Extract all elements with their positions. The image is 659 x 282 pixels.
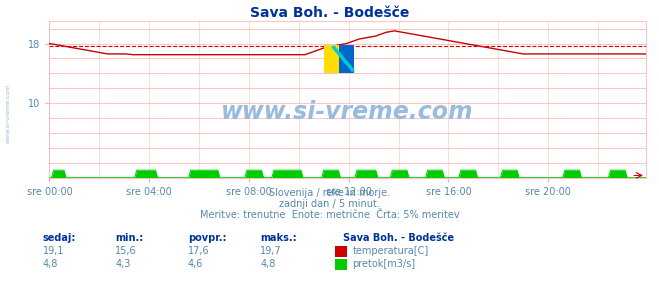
- Text: www.si-vreme.com: www.si-vreme.com: [5, 83, 11, 142]
- Text: min.:: min.:: [115, 233, 144, 243]
- Text: Meritve: trenutne  Enote: metrične  Črta: 5% meritev: Meritve: trenutne Enote: metrične Črta: …: [200, 210, 459, 220]
- Text: 4,3: 4,3: [115, 259, 130, 269]
- Text: povpr.:: povpr.:: [188, 233, 226, 243]
- Text: maks.:: maks.:: [260, 233, 297, 243]
- Text: temperatura[C]: temperatura[C]: [353, 246, 429, 256]
- Text: 4,8: 4,8: [260, 259, 275, 269]
- FancyBboxPatch shape: [324, 45, 339, 73]
- Text: sedaj:: sedaj:: [43, 233, 76, 243]
- Text: Slovenija / reke in morje.: Slovenija / reke in morje.: [269, 188, 390, 198]
- Text: zadnji dan / 5 minut.: zadnji dan / 5 minut.: [279, 199, 380, 210]
- Text: 19,1: 19,1: [43, 246, 65, 256]
- FancyBboxPatch shape: [339, 45, 354, 73]
- Text: Sava Boh. - Bodešče: Sava Boh. - Bodešče: [250, 6, 409, 20]
- Text: 17,6: 17,6: [188, 246, 210, 256]
- Text: pretok[m3/s]: pretok[m3/s]: [353, 259, 416, 269]
- Text: 4,6: 4,6: [188, 259, 203, 269]
- Text: Sava Boh. - Bodešče: Sava Boh. - Bodešče: [343, 233, 454, 243]
- Text: www.si-vreme.com: www.si-vreme.com: [221, 100, 474, 124]
- Text: 4,8: 4,8: [43, 259, 58, 269]
- Text: 19,7: 19,7: [260, 246, 282, 256]
- Text: 15,6: 15,6: [115, 246, 137, 256]
